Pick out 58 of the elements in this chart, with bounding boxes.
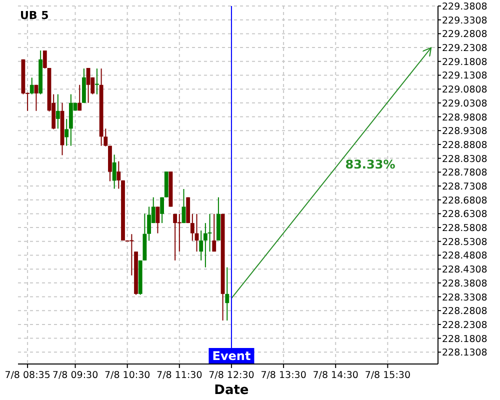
- x-tick-label: 7/8 09:30: [52, 370, 98, 381]
- y-tick-label: 229.2808: [442, 29, 488, 40]
- candlestick: [112, 154, 116, 190]
- y-tick-label: 228.3308: [442, 292, 488, 304]
- y-tick-label: 228.4308: [442, 264, 488, 276]
- candlestick: [56, 94, 60, 130]
- x-tick-label: 7/8 12:30: [208, 370, 254, 381]
- x-tick-label: 7/8 11:30: [156, 370, 202, 381]
- candlestick: [177, 213, 182, 252]
- ref-line-label: Event: [212, 349, 251, 363]
- x-tick-label: 7/8 13:30: [260, 370, 306, 381]
- candlestick: [30, 77, 34, 95]
- y-tick-label: 228.8308: [442, 154, 488, 165]
- candlestick: [199, 230, 204, 261]
- y-tick-label: 228.9808: [442, 112, 488, 124]
- candlestick: [156, 206, 160, 234]
- x-tick-label: 7/8 08:35: [4, 370, 50, 381]
- y-tick-label: 229.0808: [442, 84, 488, 96]
- candlestick: [190, 213, 194, 242]
- x-axis-title: Date: [214, 383, 249, 398]
- candlestick: [78, 84, 82, 112]
- candlestick: [225, 266, 230, 322]
- y-tick-label: 229.1808: [442, 56, 488, 68]
- y-tick-label: 229.1308: [442, 70, 488, 82]
- y-tick-label: 229.3308: [442, 15, 488, 26]
- x-tick-label: 7/8 15:30: [364, 370, 411, 381]
- candlestick: [95, 68, 99, 95]
- x-tick-label: 7/8 10:30: [104, 370, 150, 381]
- y-tick-label: 228.2808: [442, 306, 488, 318]
- annotation: 83.33%: [345, 158, 396, 172]
- y-tick-label: 228.6808: [442, 195, 488, 206]
- candlestick: [130, 234, 134, 276]
- y-tick-label: 228.6308: [442, 209, 488, 220]
- y-tick-label: 228.1808: [442, 334, 488, 345]
- candlestick: [203, 222, 208, 268]
- y-tick-label: 229.0308: [442, 98, 488, 110]
- candlestick: [160, 196, 164, 224]
- candlestick: [86, 67, 90, 104]
- candlestick: [64, 118, 69, 146]
- y-tick-label: 228.5308: [442, 236, 488, 248]
- y-tick-label: 228.2308: [442, 320, 488, 331]
- y-tick-label: 228.5808: [442, 223, 488, 234]
- y-tick-label: 228.7308: [442, 181, 488, 192]
- y-tick-label: 228.3808: [442, 278, 488, 290]
- candlestick: [42, 50, 47, 70]
- chart-title: UB 5: [20, 9, 49, 22]
- y-tick-label: 228.9308: [442, 126, 488, 138]
- y-tick-label: 228.4808: [442, 250, 488, 262]
- candlestick: [116, 160, 121, 190]
- candlestick: [173, 213, 178, 261]
- y-tick-label: 228.1308: [442, 348, 488, 359]
- y-tick-label: 228.8808: [442, 140, 488, 151]
- y-tick-label: 228.7808: [442, 168, 488, 179]
- y-tick-label: 229.3808: [442, 2, 488, 12]
- y-tick-label: 229.2308: [442, 43, 488, 54]
- candlestick: [182, 188, 186, 224]
- x-tick-label: 7/8 14:30: [312, 370, 358, 381]
- candlestick: [212, 213, 216, 252]
